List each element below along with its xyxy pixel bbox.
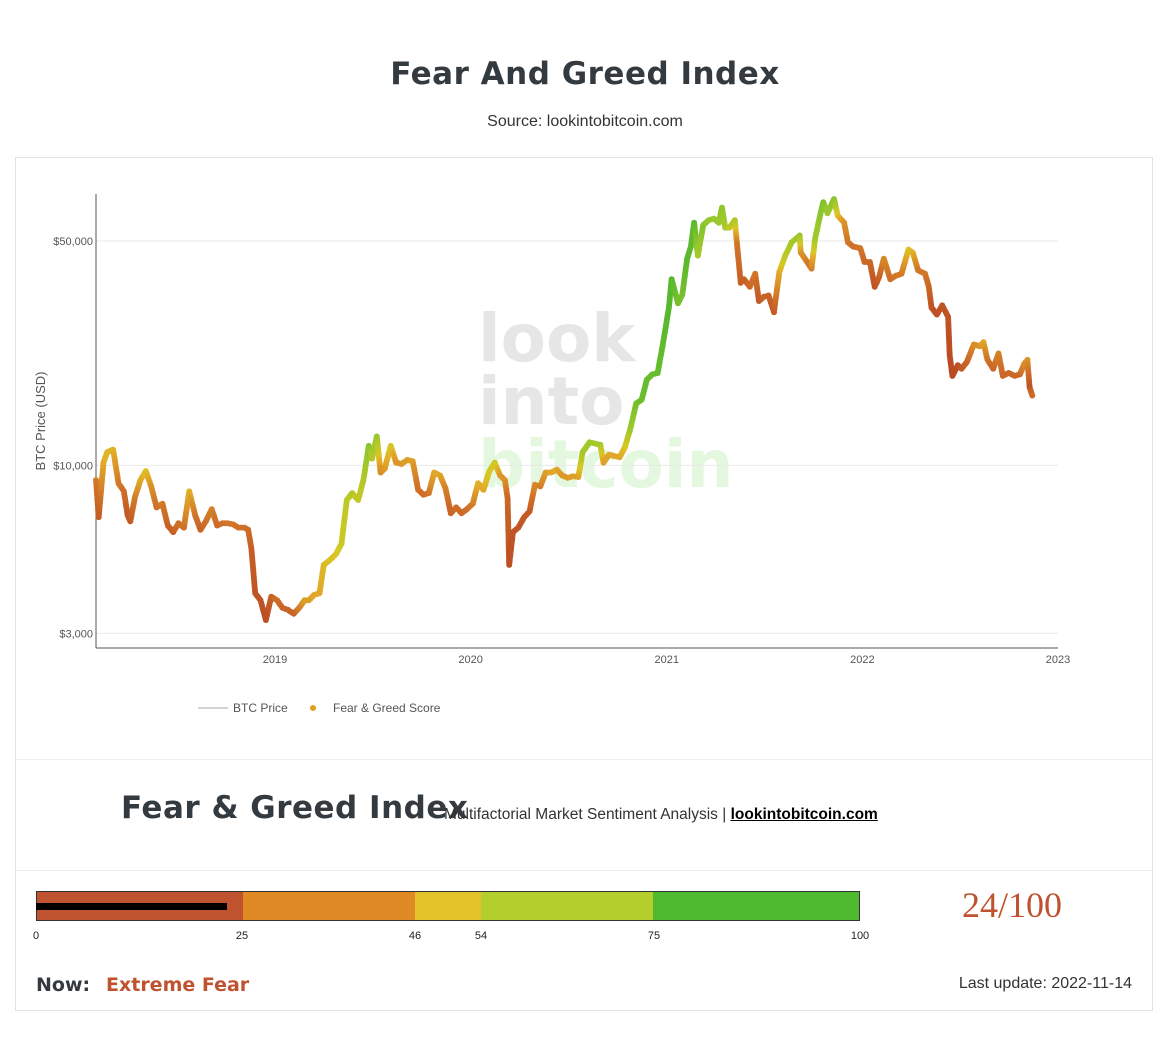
lookintobitcoin-link[interactable]: lookintobitcoin.com [730,806,878,823]
y-tick-label: $10,000 [53,460,93,472]
x-tick-label: 2023 [1046,654,1070,666]
y-axis-ticks: $3,000 $10,000 $50,000 [53,236,93,640]
gauge-tick-label: 25 [235,930,249,942]
gauge-tick-label: 54 [474,930,488,942]
lookintobitcoin-watermark: look into bitcoin [478,300,734,503]
legend-btc-price[interactable]: BTC Price [233,701,288,715]
fear-greed-markers [93,196,1036,623]
widget-title: Fear & Greed Index [121,790,469,826]
legend-fear-greed-score[interactable]: Fear & Greed Score [333,701,441,715]
y-tick-label: $50,000 [53,236,93,248]
y-tick-label: $3,000 [59,628,93,640]
now-label: Now: [36,974,91,996]
widget-subtitle: Multifactorial Market Sentiment Analysis… [444,806,878,824]
gauge-segment [653,892,859,920]
page-source: Source: lookintobitcoin.com [487,113,683,130]
chart-axes [95,194,1058,649]
widget-subtitle-text: Multifactorial Market Sentiment Analysis… [444,806,731,823]
chart-legend[interactable]: BTC Price Fear & Greed Score [198,701,441,715]
x-tick-label: 2020 [458,654,482,666]
x-tick-label: 2019 [263,654,287,666]
gauge-segment [242,892,416,920]
gauge-tick-label: 46 [408,930,422,942]
y-axis-title: BTC Price (USD) [33,372,48,471]
page-title: Fear And Greed Index [390,56,780,92]
watermark-into: into [478,363,625,440]
chart-gridlines [96,240,1058,634]
legend-marker-swatch [310,705,316,711]
gauge-segment [415,892,481,920]
gauge-tick-label: 100 [850,930,870,942]
last-update: Last update: 2022-11-14 [958,975,1132,992]
gauge-value-bar [36,903,227,910]
gauge-tick-label: 75 [647,930,661,942]
section-divider [16,759,1152,760]
x-axis-ticks: 2019 2020 2021 2022 2023 [263,654,1070,666]
x-tick-label: 2021 [655,654,679,666]
score-value: 24/100 [962,885,1063,925]
section-divider [16,870,1152,871]
now-sentiment: Extreme Fear [106,974,250,996]
fear-greed-point [1029,392,1036,399]
btc-price-chart[interactable]: look into bitcoin BTC Price (USD) $3,000… [16,158,1152,758]
gauge-tick-label: 0 [32,930,40,942]
chart-card: look into bitcoin BTC Price (USD) $3,000… [15,157,1153,1011]
gauge-segment [480,892,654,920]
x-tick-label: 2022 [850,654,874,666]
watermark-look: look [478,300,637,377]
